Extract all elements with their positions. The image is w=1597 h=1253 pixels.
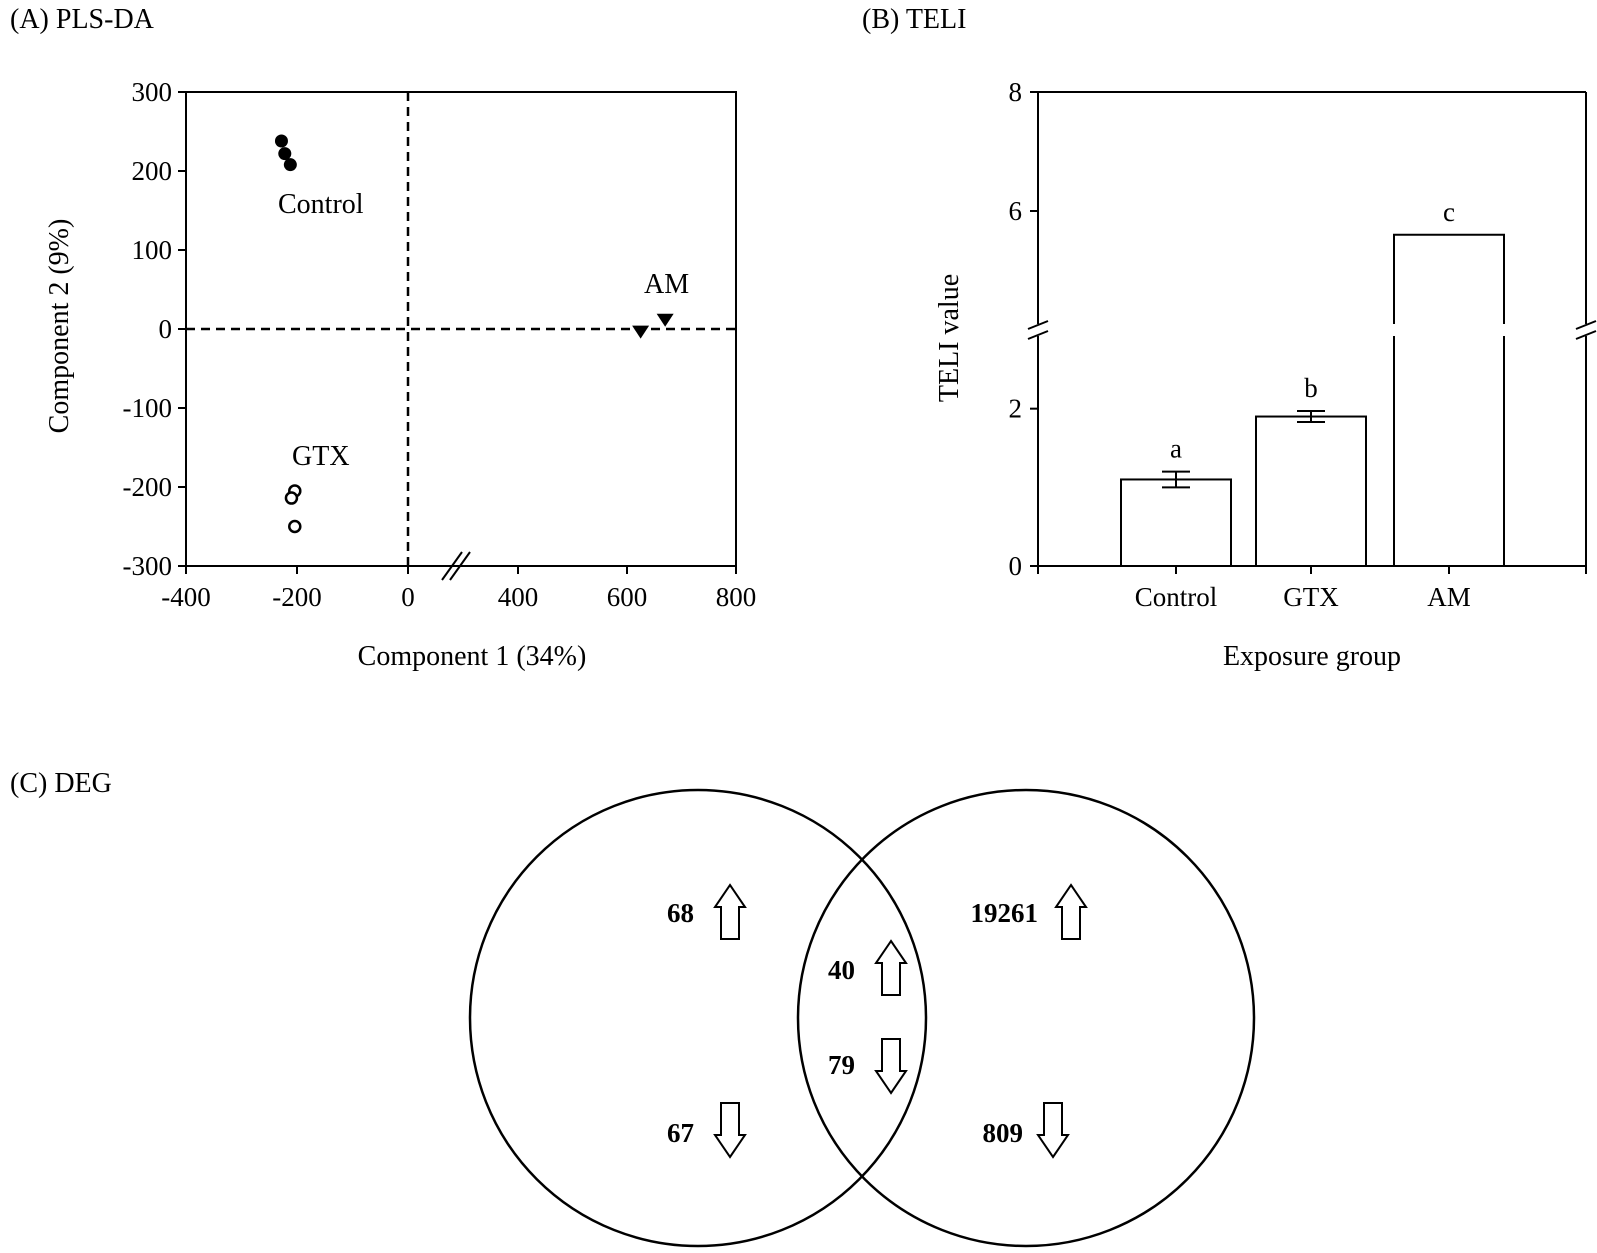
y-break-mark xyxy=(1027,320,1049,330)
x-tick-label: GTX xyxy=(1283,582,1339,612)
bar-gtx xyxy=(1255,415,1367,567)
panel-b-significance-letters: a b c xyxy=(1170,197,1455,464)
panel-a-y-axis-title: Component 2 (9%) xyxy=(44,219,75,434)
y-tick-label: -200 xyxy=(123,472,173,502)
down-arrow-icon xyxy=(713,1102,747,1159)
panel-a-reference-lines xyxy=(186,92,736,566)
y-tick-label: 0 xyxy=(159,314,173,344)
significance-letter: b xyxy=(1304,373,1318,403)
y-tick-label: -100 xyxy=(123,393,173,423)
panel-b-teli: (B) TELI 0 2 6 8 Control GTX AM a b c Exposure … xyxy=(862,4,1597,672)
panel-b-x-axis-title: Exposure group xyxy=(1223,641,1401,672)
label-control: Control xyxy=(278,189,364,220)
point-am xyxy=(632,325,650,339)
panel-a-pls-da: (A) PLS-DA -400 -200 0 400 600 800 300 200 100 0… xyxy=(10,4,756,672)
up-arrow-icon xyxy=(713,883,747,940)
point-control xyxy=(274,134,288,148)
panel-a-points xyxy=(274,134,674,534)
label-gtx: GTX xyxy=(292,441,350,472)
panel-a-y-ticks: 300 200 100 0 -100 -200 -300 xyxy=(123,77,186,581)
y-break-mark xyxy=(1575,330,1597,340)
significance-letter: a xyxy=(1170,434,1182,464)
x-tick-label: 600 xyxy=(607,582,648,612)
x-tick-label: Control xyxy=(1135,582,1218,612)
panel-b-x-ticks: Control GTX AM xyxy=(1135,566,1471,612)
point-gtx xyxy=(288,519,302,534)
venn-right-up-count: 19261 xyxy=(971,898,1039,928)
significance-letter: c xyxy=(1443,197,1455,227)
x-tick-label: 400 xyxy=(498,582,539,612)
y-tick-label: 6 xyxy=(1009,196,1023,226)
panel-a-x-axis-title: Component 1 (34%) xyxy=(358,641,587,672)
up-arrow-icon xyxy=(1054,883,1088,940)
point-am xyxy=(656,313,674,327)
y-tick-label: 0 xyxy=(1009,551,1023,581)
x-tick-label: -400 xyxy=(161,582,211,612)
bar-am-upper xyxy=(1393,233,1505,324)
venn-circle-left xyxy=(468,788,928,1248)
y-tick-label: 300 xyxy=(132,77,173,107)
point-control xyxy=(283,158,297,172)
y-tick-label: 2 xyxy=(1009,394,1023,424)
venn-arrows xyxy=(713,883,1088,1159)
label-am: AM xyxy=(644,269,689,300)
panel-b-title: (B) TELI xyxy=(862,4,966,35)
x-tick-label: AM xyxy=(1427,582,1471,612)
x-tick-label: 0 xyxy=(401,582,415,612)
venn-left-up-count: 68 xyxy=(667,898,694,928)
y-tick-label: 100 xyxy=(132,235,173,265)
point-gtx xyxy=(284,491,299,505)
y-break-mark xyxy=(1575,320,1597,330)
venn-overlap-up-count: 40 xyxy=(828,955,855,985)
bar-am-lower xyxy=(1393,336,1505,566)
y-tick-label: 200 xyxy=(132,156,173,186)
venn-right-down-count: 809 xyxy=(983,1118,1024,1148)
panel-a-title: (A) PLS-DA xyxy=(10,4,155,35)
down-arrow-icon xyxy=(1036,1102,1070,1159)
venn-overlap-down-count: 79 xyxy=(828,1050,855,1080)
y-tick-label: -300 xyxy=(123,551,173,581)
y-break-mark xyxy=(1027,330,1049,340)
panel-b-y-axis-break xyxy=(1027,320,1597,340)
up-arrow-icon xyxy=(874,939,908,996)
panel-a-x-axis-break xyxy=(441,551,471,581)
panel-a-x-ticks: -400 -200 0 400 600 800 xyxy=(161,566,756,612)
y-tick-label: 8 xyxy=(1009,77,1023,107)
point-control xyxy=(278,147,292,161)
x-tick-label: -200 xyxy=(272,582,322,612)
venn-circle-right xyxy=(796,788,1256,1248)
venn-left-down-count: 67 xyxy=(667,1118,694,1148)
panel-b-bars xyxy=(1120,233,1505,568)
x-tick-label: 800 xyxy=(716,582,757,612)
bar-control xyxy=(1120,478,1232,568)
down-arrow-icon xyxy=(874,1038,908,1095)
panel-c-deg: (C) DEG 68 67 40 79 19261 809 xyxy=(10,768,1256,1248)
panel-c-title: (C) DEG xyxy=(10,768,112,799)
panel-b-y-axis-title: TELI value xyxy=(934,274,965,402)
panel-b-y-ticks: 0 2 6 8 xyxy=(1009,77,1038,581)
